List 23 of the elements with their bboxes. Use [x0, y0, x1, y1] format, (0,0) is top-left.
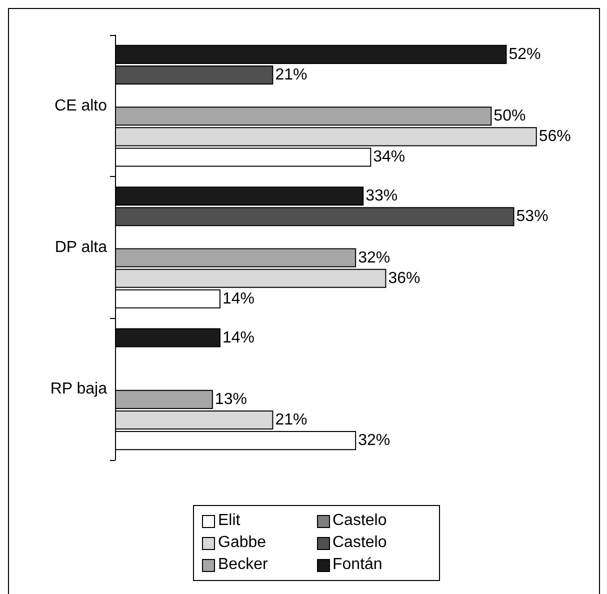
data-label: 14%	[222, 290, 254, 308]
legend-label: Fontán	[332, 555, 384, 575]
y-tick-label: RP baja	[50, 380, 108, 398]
data-label: 21%	[275, 66, 308, 84]
data-label: 14%	[222, 329, 254, 346]
data-label: 13%	[214, 390, 247, 408]
data-label: 53%	[516, 208, 548, 226]
legend-label: Becker	[217, 555, 269, 575]
data-label: 33%	[366, 188, 398, 205]
legend-label: Castelo	[332, 511, 388, 531]
y-tick-label: CE alto	[54, 97, 108, 114]
data-label: 34%	[373, 148, 406, 166]
data-label: 36%	[388, 270, 420, 287]
data-label: 52%	[508, 46, 541, 63]
data-label: 32%	[358, 249, 390, 266]
legend-label: Castelo	[332, 533, 388, 553]
data-label: 56%	[538, 128, 571, 146]
y-tick-label: DP alta	[54, 239, 108, 256]
legend-label: Elit	[217, 511, 242, 531]
data-label: 32%	[358, 432, 390, 450]
data-label: 50%	[494, 108, 526, 125]
data-label: 21%	[275, 412, 308, 429]
legend-label: Gabbe	[217, 533, 268, 553]
